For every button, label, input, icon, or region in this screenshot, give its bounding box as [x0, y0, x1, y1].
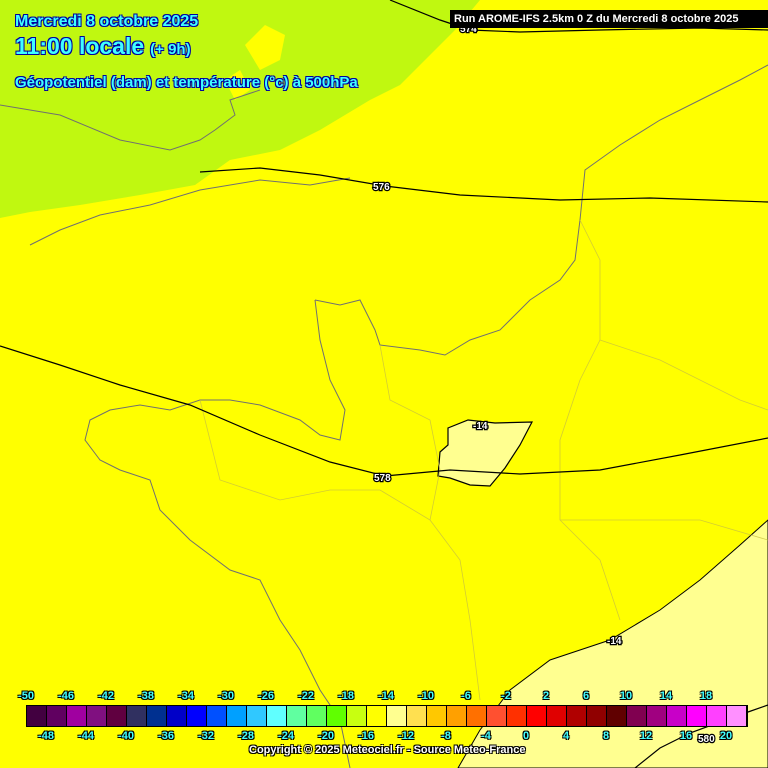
legend-swatch	[647, 706, 667, 726]
legend-label: -8	[441, 730, 451, 742]
legend-swatch	[187, 706, 207, 726]
parameter-title: Géopotentiel (dam) et température (°c) à…	[15, 74, 358, 91]
legend-swatch	[107, 706, 127, 726]
temperature-label: -14	[607, 636, 622, 647]
legend-label: 10	[619, 690, 633, 702]
legend-label: 4	[562, 730, 570, 742]
legend-label: -26	[258, 690, 274, 702]
coastlines	[0, 64, 768, 768]
legend-label: -10	[418, 690, 434, 702]
legend-swatch	[667, 706, 687, 726]
legend-label: -20	[318, 730, 334, 742]
legend-label: -4	[481, 730, 491, 742]
green-temperature-zone	[0, 0, 480, 218]
contour-label-580: 580	[698, 734, 715, 745]
legend-swatch	[467, 706, 487, 726]
temperature-label: -14	[473, 421, 488, 432]
legend-swatch	[87, 706, 107, 726]
legend-swatch	[507, 706, 527, 726]
legend-label: -28	[238, 730, 254, 742]
legend-label: 18	[699, 690, 713, 702]
legend-swatch	[527, 706, 547, 726]
legend-label: 20	[719, 730, 733, 742]
legend-label: -16	[358, 730, 374, 742]
legend-label: 12	[639, 730, 653, 742]
legend-label: -30	[218, 690, 234, 702]
legend-label: -34	[178, 690, 194, 702]
legend-swatch	[427, 706, 447, 726]
legend-swatch	[67, 706, 87, 726]
legend-label: -48	[38, 730, 54, 742]
legend-label: -36	[158, 730, 174, 742]
legend-label: -24	[278, 730, 294, 742]
legend-swatch	[567, 706, 587, 726]
legend-swatch	[407, 706, 427, 726]
legend-label: 16	[679, 730, 693, 742]
legend-swatch	[27, 706, 47, 726]
legend-swatch	[587, 706, 607, 726]
legend-label: -12	[398, 730, 414, 742]
legend-swatch	[707, 706, 727, 726]
legend-label: -32	[198, 730, 214, 742]
legend-swatch	[687, 706, 707, 726]
forecast-offset: (+ 9h)	[150, 41, 191, 58]
legend-label: 2	[542, 690, 550, 702]
forecast-date: Mercredi 8 octobre 2025	[15, 13, 199, 30]
legend-label: -50	[18, 690, 34, 702]
legend-swatch	[487, 706, 507, 726]
region-borders	[199, 219, 768, 701]
yellow-patch	[225, 25, 285, 100]
legend-swatch	[147, 706, 167, 726]
legend-label: 14	[659, 690, 673, 702]
legend-label: 8	[602, 730, 610, 742]
contour-label-578: 578	[374, 473, 391, 484]
legend-swatch	[547, 706, 567, 726]
legend-swatch	[327, 706, 347, 726]
legend-label: -40	[118, 730, 134, 742]
legend-swatch	[607, 706, 627, 726]
legend-swatch	[367, 706, 387, 726]
cold-core-zone	[437, 419, 534, 487]
legend-swatch	[727, 706, 747, 726]
legend-swatch	[287, 706, 307, 726]
legend-swatch	[447, 706, 467, 726]
legend-label: -18	[338, 690, 354, 702]
legend-swatch	[627, 706, 647, 726]
legend-swatch	[207, 706, 227, 726]
legend-label: -2	[501, 690, 511, 702]
legend-swatch	[267, 706, 287, 726]
legend-swatch	[307, 706, 327, 726]
legend-swatch	[347, 706, 367, 726]
legend-label: -6	[461, 690, 471, 702]
legend-label: -22	[298, 690, 314, 702]
legend-swatch	[387, 706, 407, 726]
contour-label-576: 576	[373, 182, 390, 193]
legend-swatch	[167, 706, 187, 726]
legend-label: -14	[378, 690, 394, 702]
forecast-time: 11:00 locale (+ 9h)	[15, 33, 191, 60]
legend-label: -46	[58, 690, 74, 702]
color-legend-bar	[26, 705, 748, 727]
legend-label: 0	[522, 730, 530, 742]
legend-label: -44	[78, 730, 94, 742]
copyright: Copyright © 2025 Meteociel.fr - Source M…	[249, 744, 526, 756]
local-time: 11:00 locale	[15, 33, 145, 59]
legend-swatch	[47, 706, 67, 726]
legend-label: 6	[582, 690, 590, 702]
legend-swatch	[247, 706, 267, 726]
legend-label: -38	[138, 690, 154, 702]
legend-label: -42	[98, 690, 114, 702]
run-label: Run AROME-IFS 2.5km 0 Z du Mercredi 8 oc…	[450, 10, 768, 28]
legend-swatch	[227, 706, 247, 726]
legend-swatch	[127, 706, 147, 726]
